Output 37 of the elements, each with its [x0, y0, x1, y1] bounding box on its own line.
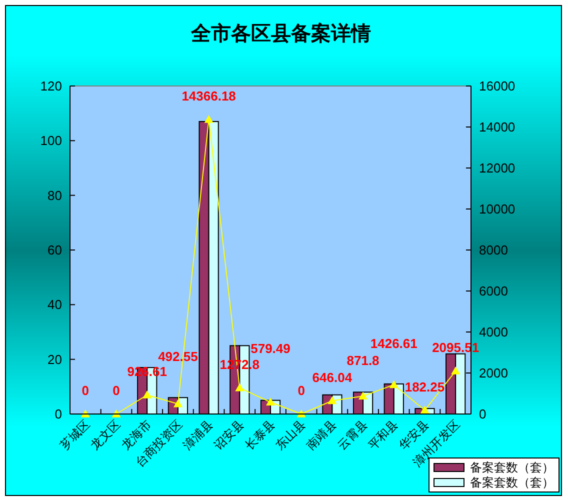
y-tick-label: 60 [48, 242, 62, 258]
point [235, 383, 244, 392]
data-label: 579.49 [250, 341, 290, 356]
y2-tick-label: 4000 [479, 324, 508, 340]
data-label: 871.8 [346, 353, 380, 368]
y-tick-label: 80 [48, 188, 62, 203]
point [204, 114, 214, 123]
y-tick-label: 40 [48, 297, 62, 312]
legend-label: 备案套数（套） [470, 476, 554, 490]
y-tick-label: 120 [40, 78, 62, 94]
y2-tick-label: 6000 [479, 284, 508, 298]
data-label: 14366.18 [182, 88, 236, 104]
point [451, 366, 460, 374]
data-label: 1426.61 [370, 336, 418, 351]
data-label: 0 [112, 383, 120, 398]
data-label: 0 [298, 383, 305, 398]
y-tick-label: 100 [40, 133, 62, 148]
chart-title: 全市各区县备案详情 [190, 22, 371, 45]
data-label: 0 [82, 383, 90, 398]
y2-tick-label: 2000 [479, 366, 508, 380]
y2-tick-label: 8000 [479, 242, 508, 258]
x-tick-label: 长泰县 [242, 417, 278, 452]
y-tick-label: 0 [54, 406, 62, 422]
point [420, 406, 430, 414]
y-tick-label: 20 [48, 352, 62, 367]
y2-tick-label: 12000 [479, 160, 516, 176]
point [142, 390, 152, 398]
y2-tick-label: 14000 [479, 120, 516, 134]
y2-tick-label: 16000 [479, 78, 516, 94]
data-label: 646.04 [312, 370, 353, 385]
point [389, 380, 398, 388]
x-tick-label: 南靖县 [304, 417, 340, 452]
legend-label: 备案套数（套） [470, 460, 554, 474]
y2-tick-label: 0 [479, 406, 486, 422]
point [266, 398, 275, 406]
y2-tick-label: 10000 [479, 202, 516, 216]
point [358, 392, 368, 400]
